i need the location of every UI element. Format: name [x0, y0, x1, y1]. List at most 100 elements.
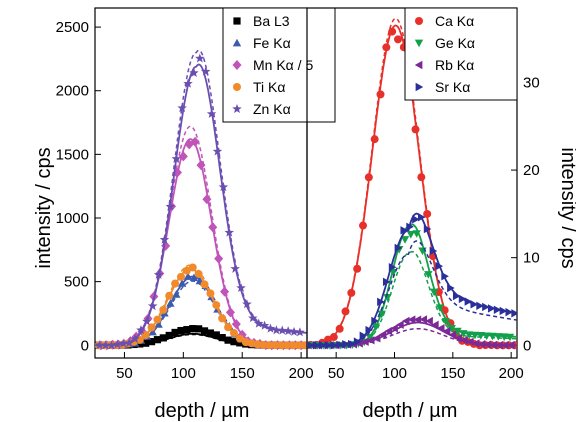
data-point — [377, 310, 386, 319]
data-point — [400, 236, 410, 244]
data-point — [253, 340, 262, 349]
data-point — [505, 307, 514, 317]
data-point — [458, 294, 467, 304]
data-point — [406, 222, 414, 231]
data-point — [413, 315, 422, 324]
data-point — [95, 340, 105, 350]
data-point — [447, 283, 455, 293]
series-sr-k — [307, 212, 517, 350]
data-point — [188, 263, 197, 272]
data-point — [396, 320, 404, 329]
data-point — [382, 277, 391, 287]
left-x-axis-title: depth / µm — [155, 400, 250, 422]
data-point — [417, 212, 426, 222]
data-point — [423, 224, 432, 234]
data-point — [153, 315, 162, 324]
legend-label: Ge Kα — [435, 35, 475, 51]
y-tick-label: 30 — [523, 74, 540, 91]
data-point — [406, 231, 416, 239]
data-point — [178, 151, 188, 162]
data-point — [476, 301, 484, 311]
data-point — [488, 332, 497, 341]
data-point — [383, 294, 392, 302]
data-point — [441, 272, 449, 281]
data-point — [154, 320, 163, 328]
data-point — [124, 338, 134, 348]
data-point — [206, 108, 217, 118]
series-mn-k-5 — [95, 125, 307, 351]
y-tick-label: 0 — [81, 337, 89, 354]
data-point — [288, 341, 297, 350]
x-tick-label: 150 — [230, 365, 255, 382]
y-tick-label: 2000 — [56, 83, 89, 100]
data-point — [171, 328, 179, 337]
data-point — [355, 339, 363, 348]
data-point — [206, 289, 215, 298]
data-point — [411, 125, 420, 134]
data-point — [499, 333, 509, 341]
data-point — [182, 266, 191, 275]
data-point — [171, 153, 182, 163]
data-point — [136, 325, 146, 335]
data-point — [189, 325, 197, 333]
data-point — [482, 332, 491, 341]
data-point — [318, 341, 327, 350]
data-point — [202, 194, 212, 205]
data-point — [224, 336, 232, 344]
data-point — [335, 324, 344, 333]
data-point — [394, 35, 402, 44]
data-point — [476, 332, 486, 340]
x-tick-label: 200 — [289, 365, 314, 382]
data-point — [400, 226, 409, 235]
series-layer — [95, 49, 307, 351]
data-point — [212, 301, 221, 310]
data-point — [106, 340, 117, 350]
data-point — [236, 339, 244, 347]
data-point — [477, 340, 486, 349]
data-point — [330, 341, 339, 350]
data-point — [353, 337, 362, 346]
legend-box — [222, 7, 336, 123]
data-point — [417, 173, 426, 182]
data-point — [194, 269, 203, 278]
data-point — [366, 336, 375, 345]
right-plot-area: 50 100 150 200 0 10 20 30 Ca Kα Ge Kα Rb Kα Sr Kα — [306, 7, 540, 382]
data-point — [118, 338, 129, 348]
data-point — [190, 136, 200, 147]
data-point — [470, 331, 480, 340]
data-point — [112, 339, 123, 349]
data-point — [353, 264, 362, 273]
legend-right: Ca Kα Ge Kα Rb Kα Sr Kα — [404, 7, 518, 101]
data-point — [407, 315, 416, 324]
data-point — [359, 221, 367, 230]
data-point — [230, 263, 240, 273]
legend-marker — [414, 39, 424, 48]
legend-label: Ti Kα — [253, 79, 285, 95]
legend-marker — [232, 60, 242, 70]
data-point — [361, 337, 369, 346]
y-tick-label: 500 — [64, 274, 89, 291]
legend-label: Fe Kα — [253, 35, 291, 51]
data-point — [425, 316, 433, 326]
data-point — [342, 340, 350, 349]
data-point — [176, 272, 185, 281]
data-point — [195, 53, 205, 63]
data-point — [147, 338, 156, 346]
y-tick-label: 0 — [523, 337, 531, 354]
data-point — [130, 333, 140, 343]
legend-label: Mn Kα / 5 — [253, 57, 313, 73]
fit-line-dashed — [95, 125, 307, 347]
data-point — [153, 336, 162, 344]
data-point — [247, 339, 256, 348]
data-point — [142, 339, 150, 347]
data-point — [365, 333, 375, 342]
data-point — [220, 286, 230, 297]
data-point — [177, 103, 187, 113]
data-point — [412, 215, 420, 224]
y-tick-label: 1500 — [56, 146, 89, 163]
legend-marker — [233, 83, 241, 91]
data-point — [235, 334, 244, 343]
data-point — [370, 135, 379, 144]
data-point — [159, 234, 170, 244]
